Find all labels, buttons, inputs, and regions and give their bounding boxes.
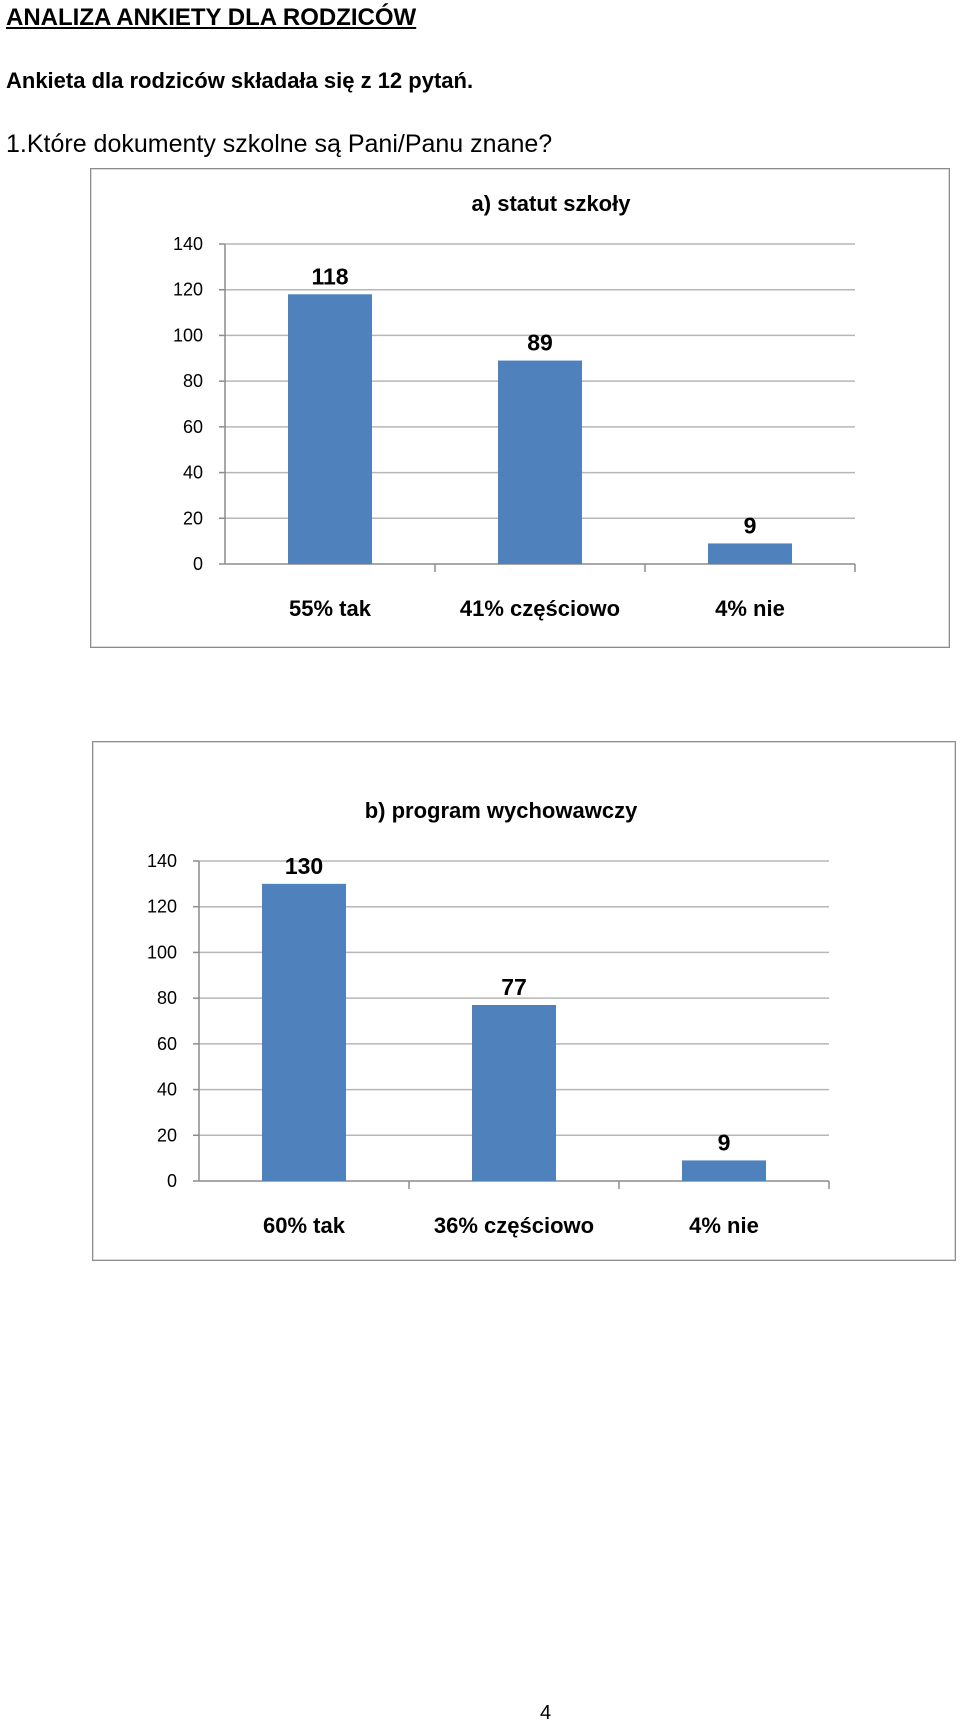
bar	[498, 360, 582, 564]
data-label: 118	[311, 263, 348, 289]
bar	[682, 1160, 766, 1181]
y-tick-label: 140	[173, 234, 203, 254]
y-tick-label: 0	[193, 554, 203, 574]
bar	[288, 294, 372, 564]
y-tick-label: 120	[173, 280, 203, 300]
chart-title: b) program wychowawczy	[365, 798, 638, 823]
y-tick-label: 100	[173, 325, 203, 345]
page-number: 4	[540, 1702, 552, 1724]
category-label: 60% tak	[263, 1213, 346, 1238]
y-tick-label: 80	[183, 371, 203, 391]
data-label: 77	[501, 974, 527, 1000]
category-label: 4% nie	[715, 596, 785, 621]
bar	[472, 1005, 556, 1181]
y-tick-label: 20	[183, 508, 203, 528]
y-tick-label: 20	[157, 1125, 177, 1145]
chart-statut-szkoly: a) statut szkoły 0 20 40 60 80 100 120 140 118 55%…	[90, 168, 950, 648]
chart-title: a) statut szkoły	[472, 191, 632, 216]
y-tick-label: 40	[157, 1080, 177, 1100]
data-label: 9	[718, 1129, 731, 1155]
chart-program-wychowawczy: b) program wychowawczy 0 20 40 60 80 100 120 140…	[92, 741, 956, 1261]
y-tick-label: 0	[167, 1171, 177, 1191]
y-tick-label: 140	[147, 851, 177, 871]
document-title: ANALIZA ANKIETY DLA RODZICÓW	[6, 4, 417, 31]
y-tick-label: 40	[183, 463, 203, 483]
bar	[262, 883, 346, 1181]
y-tick-label: 100	[147, 942, 177, 962]
data-label: 9	[744, 512, 757, 538]
y-tick-label: 60	[157, 1034, 177, 1054]
y-tick-label: 80	[157, 988, 177, 1008]
category-label: 4% nie	[689, 1213, 759, 1238]
data-label: 130	[285, 853, 323, 879]
category-label: 55% tak	[289, 596, 372, 621]
chart-svg-program: b) program wychowawczy 0 20 40 60 80 100 120 140…	[147, 798, 830, 1238]
data-label: 89	[527, 330, 553, 356]
y-tick-label: 120	[147, 897, 177, 917]
category-label: 41% częściowo	[460, 596, 620, 621]
question-heading: 1.Które dokumenty szkolne są Pani/Panu z…	[6, 130, 553, 158]
y-tick-label: 60	[183, 417, 203, 437]
bar	[708, 543, 792, 564]
category-label: 36% częściowo	[434, 1213, 594, 1238]
survey-intro: Ankieta dla rodziców składała się z 12 p…	[6, 68, 474, 93]
chart-svg-statut: a) statut szkoły 0 20 40 60 80 100 120 140 118 55%…	[173, 191, 856, 621]
